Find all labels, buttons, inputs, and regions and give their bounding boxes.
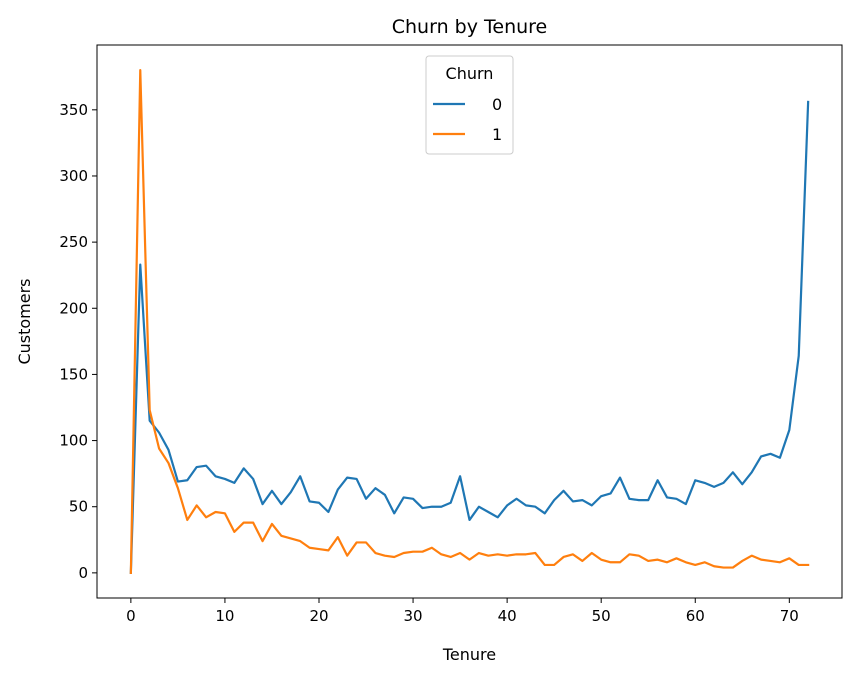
legend-label-1: 1 <box>492 125 502 144</box>
x-tick-label: 60 <box>686 607 705 625</box>
plot-frame <box>96 44 843 599</box>
x-tick-label: 30 <box>404 607 423 625</box>
x-tick-label: 40 <box>498 607 517 625</box>
legend-title: Churn <box>446 64 494 83</box>
legend: Churn 0 1 <box>425 55 514 155</box>
series-line-0 <box>129 100 810 574</box>
legend-box <box>425 55 514 155</box>
y-tick-label: 0 <box>78 564 88 582</box>
x-tick-label: 10 <box>215 607 234 625</box>
y-tick-label: 350 <box>59 101 88 119</box>
y-axis-label: Customers <box>15 278 34 364</box>
x-tick-label: 50 <box>592 607 611 625</box>
series-line-1 <box>129 69 810 574</box>
y-axis: 0 50 100 150 200 250 300 350 <box>59 101 97 582</box>
x-axis-label: Tenure <box>442 645 496 664</box>
x-tick-label: 0 <box>126 607 136 625</box>
y-tick-label: 250 <box>59 233 88 251</box>
legend-label-0: 0 <box>492 95 502 114</box>
y-tick-label: 150 <box>59 365 88 383</box>
y-tick-label: 100 <box>59 432 88 450</box>
chart-title: Churn by Tenure <box>392 16 548 38</box>
series-layer <box>129 69 810 574</box>
y-tick-label: 200 <box>59 299 88 317</box>
x-tick-label: 20 <box>309 607 328 625</box>
y-tick-label: 300 <box>59 167 88 185</box>
x-tick-label: 70 <box>780 607 799 625</box>
y-tick-label: 50 <box>69 498 88 516</box>
x-axis: 0 10 20 30 40 50 60 70 <box>126 598 799 625</box>
